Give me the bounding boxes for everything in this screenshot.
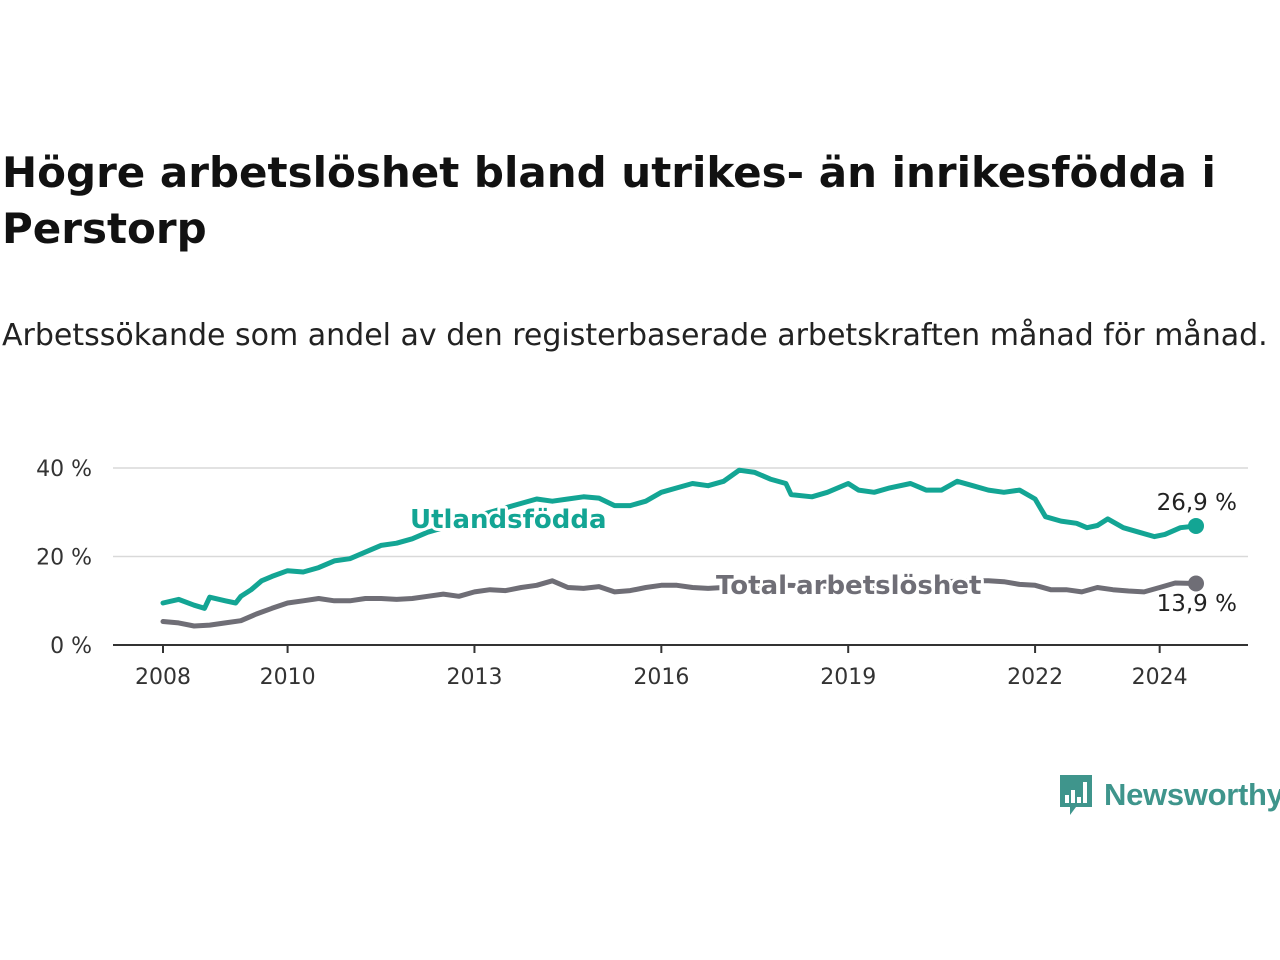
x-tick-label: 2022 (1007, 665, 1063, 690)
end-value-label-total-arbetsloshet: 13,9 % (1157, 591, 1237, 617)
chart-title: Högre arbetslöshet bland utrikes- än inr… (2, 148, 1216, 253)
x-tick-label: 2016 (633, 665, 689, 690)
series-line-total-arbetsloshet (160, 578, 1199, 629)
x-tick-label: 2024 (1132, 665, 1188, 690)
y-tick-label: 0 % (50, 634, 92, 659)
end-value-label-utlandsfodda: 26,9 % (1157, 490, 1237, 516)
series-label-utlandsfodda: Utlandsfödda (410, 505, 607, 535)
x-tick-label: 2019 (820, 665, 876, 690)
x-tick-label: 2013 (446, 665, 502, 690)
chart-subtitle: Arbetssökande som andel av den registerb… (2, 318, 1268, 353)
newsworthy-brand-name: Newsworthy (1104, 777, 1280, 812)
end-marker-total-arbetsloshet (1188, 575, 1204, 592)
end-marker-utlandsfodda (1188, 517, 1204, 534)
x-tick-label: 2010 (260, 665, 316, 690)
y-tick-label: 40 % (36, 457, 92, 482)
series-line-utlandsfodda (160, 467, 1199, 611)
newsworthy-logo-icon (1060, 775, 1092, 815)
newsworthy-brand[interactable]: Newsworthy (1058, 772, 1280, 818)
x-tick-label: 2008 (135, 665, 191, 690)
series-label-total-arbetsloshet: Total arbetslöshet (716, 571, 981, 601)
y-tick-label: 20 % (36, 546, 92, 571)
